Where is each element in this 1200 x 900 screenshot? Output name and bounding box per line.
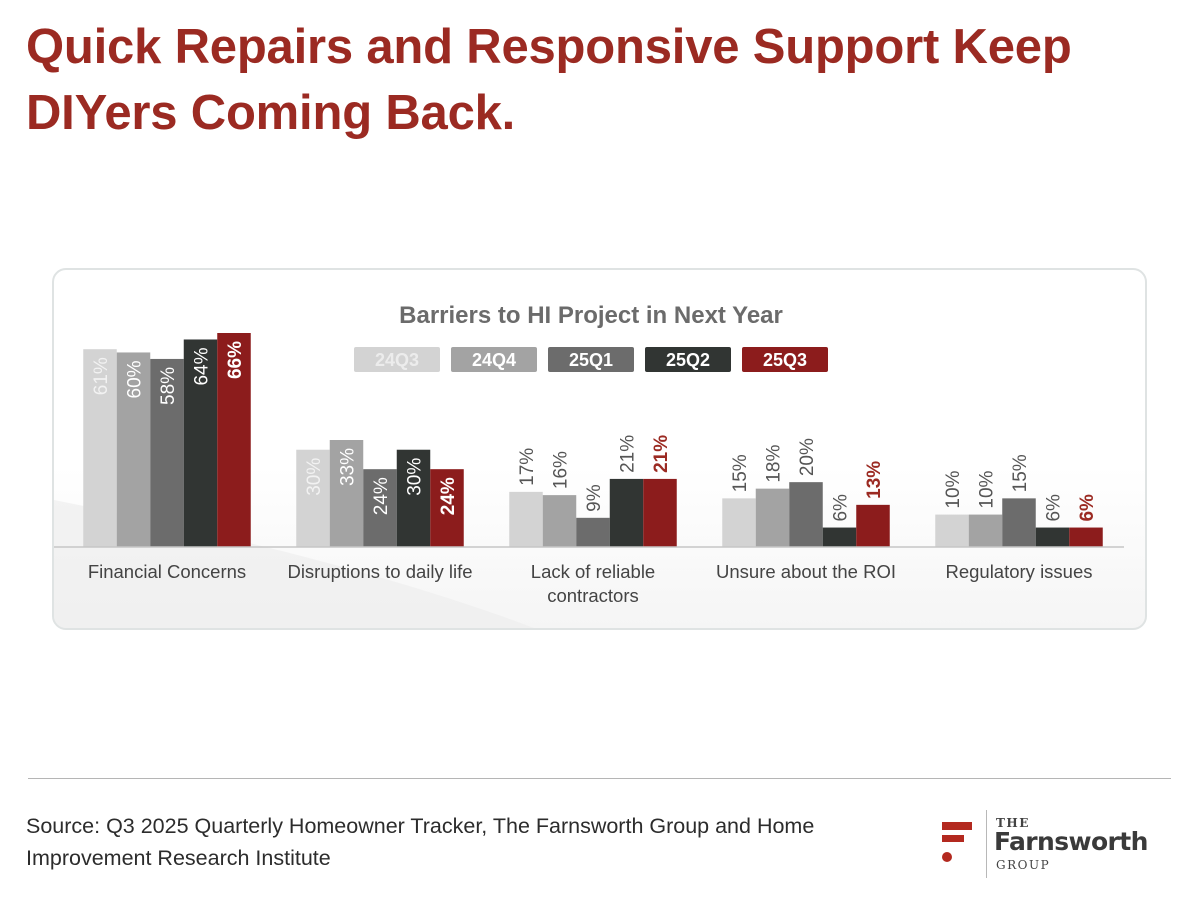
data-label-24Q4-4: 10% [977, 470, 998, 508]
logo-group-text: GROUP [996, 858, 1051, 872]
legend-label-24Q3: 24Q3 [375, 350, 419, 370]
bar-25Q1-4 [1002, 498, 1036, 547]
category-label-3-0: Unsure about the ROI [716, 561, 896, 582]
chart-panel: Barriers to HI Project in Next Year 24Q3 2… [52, 268, 1147, 630]
source-note: Source: Q3 2025 Quarterly Homeowner Trac… [26, 814, 815, 870]
bar-25Q2-0 [183, 339, 218, 547]
data-label-24Q4-3: 18% [764, 445, 785, 483]
category-label-4-0: Regulatory issues [945, 561, 1092, 582]
bar-25Q1-2 [576, 517, 610, 547]
category-label-0-0: Financial Concerns [88, 561, 246, 582]
legend-swatch-25Q1 [548, 347, 634, 372]
legend-swatch-25Q3 [742, 347, 828, 372]
data-label-25Q1-0: 58% [158, 367, 179, 405]
bar-24Q3-4 [935, 514, 969, 547]
logo-the-text: THE [996, 816, 1030, 830]
bar-24Q3-0 [83, 349, 117, 547]
bar-24Q4-1 [329, 440, 364, 547]
data-label-24Q3-1: 30% [304, 458, 325, 496]
bar-25Q1-0 [150, 358, 184, 547]
data-label-25Q1-3: 20% [797, 438, 818, 476]
logo-name-text: Farnsworth [994, 827, 1148, 856]
data-label-25Q3-1: 24% [438, 477, 459, 515]
bar-25Q3-0 [217, 333, 251, 547]
bar-24Q3-2 [509, 491, 543, 547]
bar-24Q4-4 [968, 514, 1003, 547]
farnsworth-logo: THE Farnsworth GROUP [940, 808, 1180, 880]
bar-24Q3-3 [722, 498, 756, 547]
data-label-25Q1-2: 9% [584, 484, 605, 512]
bar-24Q4-2 [542, 495, 577, 547]
footer-divider [28, 778, 1171, 779]
data-label-24Q3-3: 15% [730, 454, 751, 492]
bar-25Q1-1 [363, 469, 397, 547]
data-label-24Q3-4: 10% [943, 470, 964, 508]
category-label-1-0: Disruptions to daily life [287, 561, 472, 582]
data-label-24Q3-0: 61% [91, 357, 112, 395]
data-label-25Q2-2: 21% [618, 435, 639, 473]
page-title: Quick Repairs and Responsive Support Kee… [26, 20, 1072, 140]
bar-24Q4-0 [116, 352, 151, 547]
data-label-25Q3-0: 66% [225, 341, 246, 379]
bar-25Q2-3 [822, 527, 857, 547]
farnsworth-logo-mark-icon [942, 822, 972, 862]
data-label-25Q2-0: 64% [192, 347, 213, 385]
category-label-2-0: Lack of reliable [531, 561, 655, 582]
legend-swatch-24Q4 [451, 347, 537, 372]
data-label-25Q3-4: 6% [1077, 494, 1098, 522]
legend-label-24Q4: 24Q4 [472, 350, 516, 370]
data-label-25Q2-4: 6% [1044, 494, 1065, 522]
bar-25Q3-4 [1069, 527, 1103, 547]
data-label-24Q3-2: 17% [517, 448, 538, 486]
data-label-24Q4-0: 60% [125, 360, 146, 398]
data-label-24Q4-1: 33% [338, 448, 359, 486]
bar-25Q3-3 [856, 504, 890, 547]
legend-label-25Q1: 25Q1 [569, 350, 613, 370]
legend-label-25Q2: 25Q2 [666, 350, 710, 370]
data-label-25Q1-4: 15% [1010, 454, 1031, 492]
chart-title: Barriers to HI Project in Next Year [399, 302, 783, 329]
bar-25Q2-4 [1035, 527, 1070, 547]
data-label-25Q2-3: 6% [831, 494, 852, 522]
category-label-2-1: contractors [547, 585, 639, 606]
bar-25Q3-1 [430, 469, 464, 547]
bar-24Q4-3 [755, 488, 790, 547]
data-label-24Q4-2: 16% [551, 451, 572, 489]
bar-25Q3-2 [643, 478, 677, 547]
logo-divider [986, 810, 987, 878]
bar-25Q2-1 [396, 449, 431, 547]
data-label-25Q3-2: 21% [651, 435, 672, 473]
data-label-25Q1-1: 24% [371, 477, 392, 515]
bar-24Q3-1 [296, 449, 330, 547]
legend-label-25Q3: 25Q3 [763, 350, 807, 370]
chart-svg: Barriers to HI Project in Next Year 24Q3 2… [54, 302, 1124, 628]
legend-swatch-24Q3 [354, 347, 440, 372]
bar-25Q1-3 [789, 482, 823, 547]
legend-swatch-25Q2 [645, 347, 731, 372]
data-label-25Q3-3: 13% [864, 461, 885, 499]
bar-25Q2-2 [609, 478, 644, 547]
data-label-25Q2-1: 30% [405, 458, 426, 496]
